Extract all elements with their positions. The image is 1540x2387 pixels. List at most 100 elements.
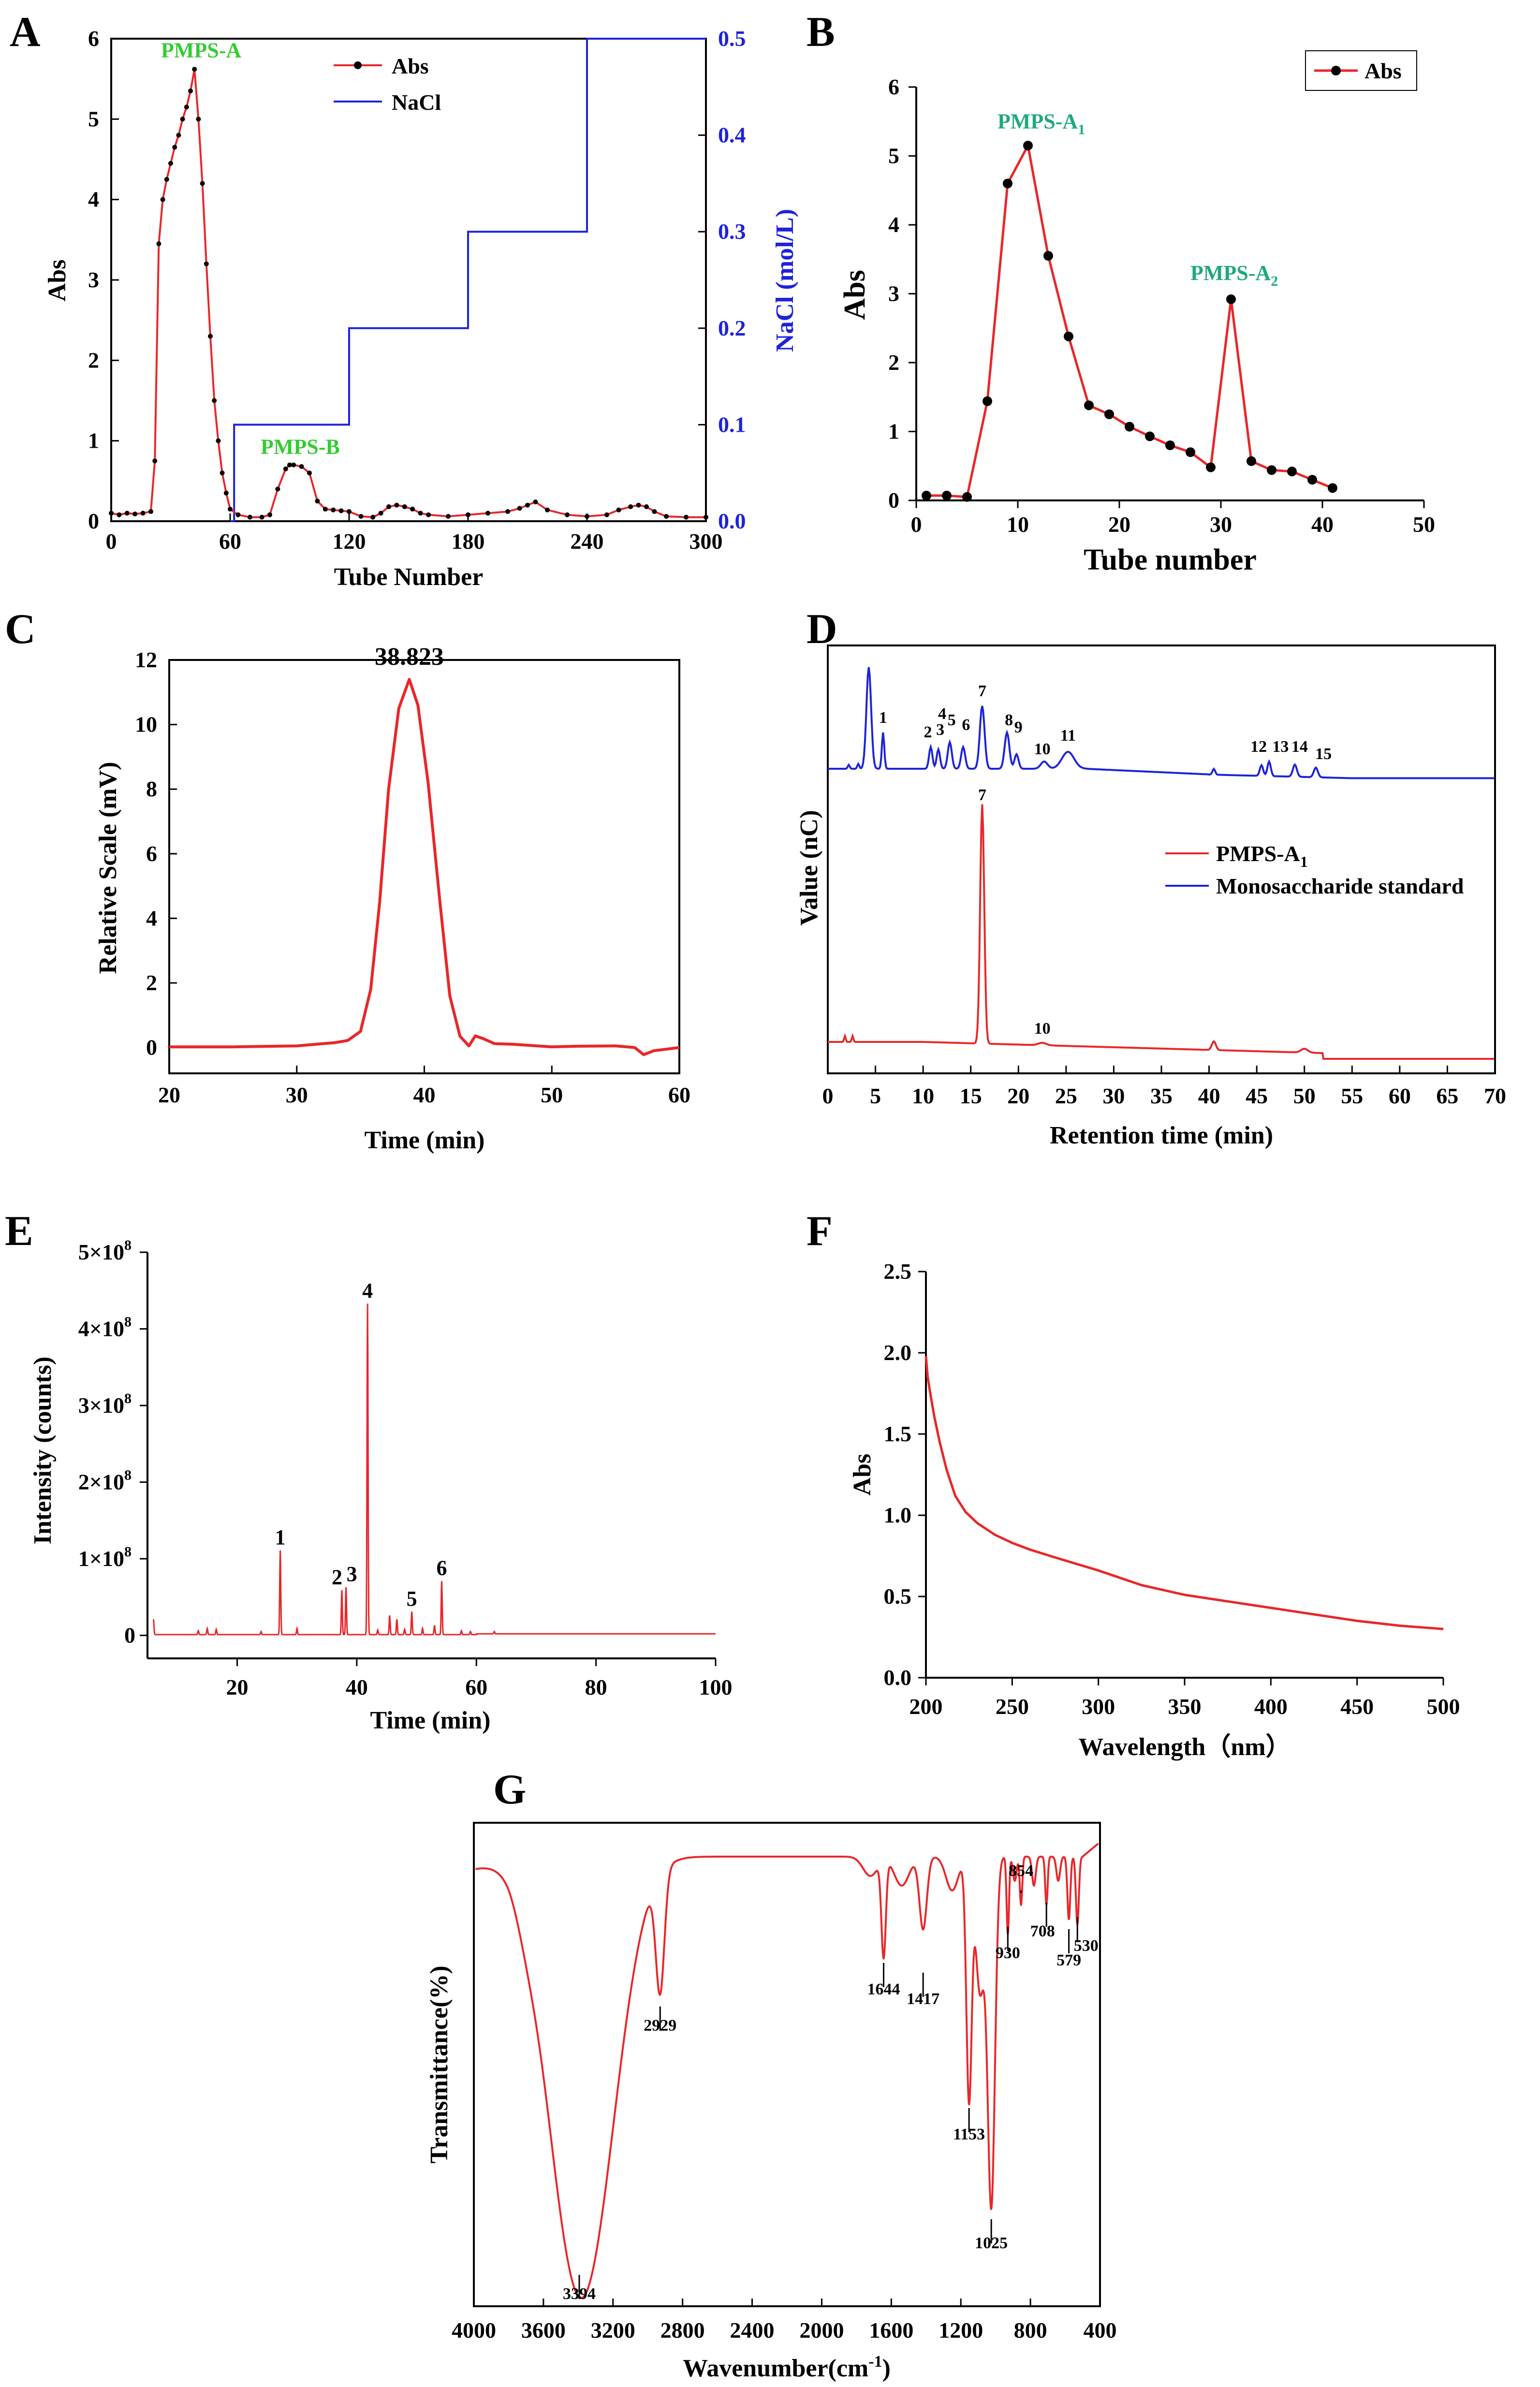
legend-abs-label-b: Abs xyxy=(1364,59,1402,83)
abs-point xyxy=(402,504,407,510)
panel-f-y-ticks: 0.0 0.5 1.0 1.5 2.0 2.5 xyxy=(884,1259,926,1690)
abs-point xyxy=(248,514,252,520)
a-xtick-label: 300 xyxy=(689,529,723,554)
standard-peak-label-3: 3 xyxy=(936,721,944,739)
panel-a-y2label: NaCl (mol/L) xyxy=(771,209,799,352)
panel-c-ylabel: Relative Scale (mV) xyxy=(94,762,122,974)
ftir-peak-label-1417: 1417 xyxy=(907,1990,939,2008)
panel-e-letter: E xyxy=(5,1208,33,1255)
legend-standard-label: Monosaccharide standard xyxy=(1216,874,1464,898)
annotation-pmps-b: PMPS-B xyxy=(261,435,340,458)
abs-point-b xyxy=(922,491,931,501)
e-xtick-label: 40 xyxy=(346,1675,368,1699)
ftir-peak-label-1153: 1153 xyxy=(953,2125,985,2143)
d-xtick-label: 20 xyxy=(1007,1084,1029,1108)
a-y2tick-label: 0.0 xyxy=(718,509,746,533)
abs-point-b xyxy=(1023,141,1033,151)
e-xtick-label: 20 xyxy=(226,1675,249,1699)
standard-peak-label-14: 14 xyxy=(1291,738,1308,756)
abs-point xyxy=(216,438,221,443)
abs-point xyxy=(418,511,423,516)
gc-peak-label-4: 4 xyxy=(362,1279,373,1303)
series-abs-line xyxy=(111,69,706,518)
f-xtick-label: 400 xyxy=(1254,1694,1288,1719)
c-xtick-label: 30 xyxy=(286,1083,308,1107)
g-xtick-label: 3600 xyxy=(521,2318,566,2343)
abs-point xyxy=(644,504,649,510)
legend-abs-label: Abs xyxy=(392,54,429,78)
g-xtick-label: 800 xyxy=(1014,2318,1047,2343)
panel-a-x-ticks: 0 60 120 180 240 300 xyxy=(106,513,723,554)
a-ytick-label: 0 xyxy=(88,509,99,533)
d-xtick-label: 65 xyxy=(1436,1084,1458,1108)
pmps-peak-label-7: 7 xyxy=(978,786,986,804)
panel-b-x-ticks: 0 10 20 30 40 50 xyxy=(911,500,1435,537)
g-xtick-label: 2800 xyxy=(660,2318,705,2343)
abs-point xyxy=(338,508,344,513)
g-xtick-label: 2000 xyxy=(799,2318,844,2343)
abs-point xyxy=(684,514,689,520)
abs-point xyxy=(283,466,288,471)
abs-point xyxy=(299,464,304,469)
panel-a-xlabel: Tube Number xyxy=(334,563,484,591)
a-y2tick-label: 0.5 xyxy=(718,26,746,51)
e-ytick-label: 0 xyxy=(124,1623,135,1647)
abs-point xyxy=(172,145,177,150)
abs-point xyxy=(212,398,217,403)
abs-point xyxy=(140,511,146,516)
panel-e-plot xyxy=(152,1303,716,1636)
abs-point-b xyxy=(1165,440,1175,450)
abs-point-b xyxy=(1003,178,1012,189)
panel-f-letter: F xyxy=(807,1208,833,1255)
a-xtick-label: 0 xyxy=(106,529,117,554)
abs-point xyxy=(291,462,296,468)
standard-peak-label-10: 10 xyxy=(1034,740,1051,758)
panel-a-letter: A xyxy=(10,9,41,56)
b-xtick-label: 50 xyxy=(1413,512,1435,537)
panel-c-plot xyxy=(169,678,680,1056)
abs-point xyxy=(275,486,280,492)
abs-point xyxy=(426,512,431,517)
abs-point xyxy=(223,490,229,496)
abs-point-b xyxy=(1287,467,1297,477)
legend-nacl-label: NaCl xyxy=(392,90,441,115)
annotation-pmps-a1: PMPS-A1 xyxy=(997,110,1085,138)
e-ytick-label: 2×108 xyxy=(78,1467,132,1494)
c-ytick-label: 8 xyxy=(146,776,157,801)
panel-b-xlabel: Tube number xyxy=(1084,543,1257,576)
d-xtick-label: 40 xyxy=(1198,1084,1220,1108)
abs-point xyxy=(378,511,383,516)
f-xtick-label: 500 xyxy=(1427,1694,1460,1719)
abs-point xyxy=(410,507,415,512)
abs-point-b xyxy=(1307,475,1317,485)
abs-point xyxy=(220,470,225,476)
panel-d-xlabel: Retention time (min) xyxy=(1050,1122,1273,1149)
c-xtick-label: 20 xyxy=(158,1083,180,1107)
abs-point-b xyxy=(942,491,952,501)
ftir-peak-label-854: 854 xyxy=(1009,1862,1033,1880)
a-y2tick-label: 0.2 xyxy=(718,316,746,340)
standard-peak-label-13: 13 xyxy=(1272,738,1289,756)
c-ytick-label: 0 xyxy=(146,1035,157,1060)
abs-point xyxy=(164,177,169,182)
panel-a-ylabel: Abs xyxy=(44,260,71,302)
standard-peak-label-15: 15 xyxy=(1315,745,1332,763)
abs-point-b xyxy=(1186,447,1195,457)
abs-point xyxy=(168,161,173,166)
b-xtick-label: 0 xyxy=(911,512,922,537)
abs-point xyxy=(235,512,241,517)
abs-point xyxy=(525,502,530,508)
c-xtick-label: 50 xyxy=(541,1083,563,1107)
d-xtick-label: 45 xyxy=(1246,1084,1268,1108)
e-ytick-label: 1×108 xyxy=(78,1544,132,1571)
chromatogram-line xyxy=(169,678,680,1056)
abs-point xyxy=(370,514,376,520)
abs-point xyxy=(636,502,641,508)
g-xtick-label: 400 xyxy=(1084,2318,1117,2343)
standard-peak-label-4: 4 xyxy=(938,705,946,723)
abs-point xyxy=(176,132,181,138)
panel-f-x-ticks: 200 250 300 350 400 450 500 xyxy=(909,1678,1460,1719)
e-ytick-label: 4×108 xyxy=(78,1314,132,1341)
